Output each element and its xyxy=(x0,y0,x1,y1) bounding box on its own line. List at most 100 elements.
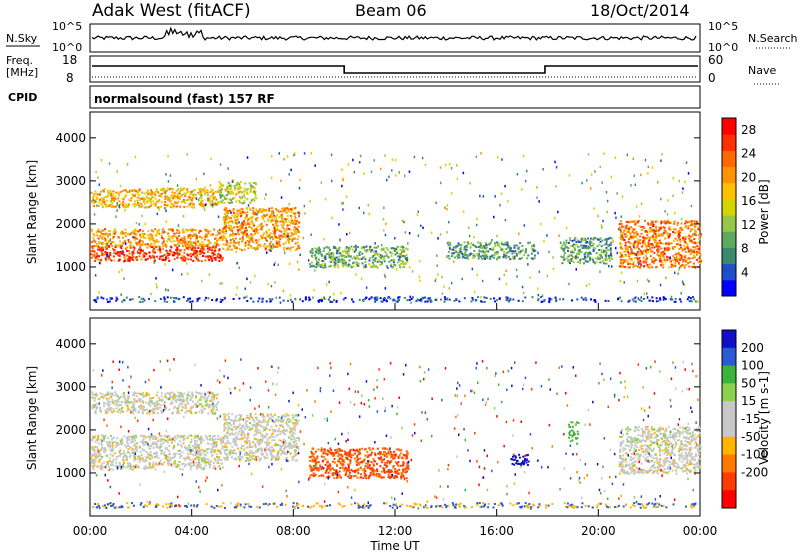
range-gate-cell xyxy=(698,245,701,248)
range-gate-cell xyxy=(192,259,195,262)
range-gate-cell xyxy=(238,199,240,202)
range-gate-cell xyxy=(167,257,170,260)
range-gate-cell xyxy=(293,222,296,225)
range-gate-cell xyxy=(139,408,142,411)
range-gate-cell xyxy=(487,250,490,253)
range-gate-cell xyxy=(134,238,137,241)
range-gate-cell xyxy=(624,244,627,247)
range-gate-cell xyxy=(454,249,457,252)
ground-cell xyxy=(309,298,312,301)
range-gate-cell xyxy=(693,238,696,241)
noise-cell xyxy=(204,186,206,189)
range-gate-cell xyxy=(446,255,449,258)
noise-cell xyxy=(417,210,419,213)
range-gate-cell xyxy=(183,248,186,251)
range-gate-cell xyxy=(231,232,234,235)
range-gate-cell xyxy=(234,246,237,249)
range-gate-cell xyxy=(286,224,289,227)
noise-cell xyxy=(238,187,241,191)
range-gate-cell xyxy=(194,435,197,438)
range-gate-cell xyxy=(237,242,240,244)
range-gate-cell xyxy=(258,208,261,211)
range-gate-cell xyxy=(344,263,347,265)
range-gate-cell xyxy=(327,246,330,249)
range-gate-cell xyxy=(93,205,96,208)
range-gate-cell xyxy=(195,391,198,394)
noise-cell xyxy=(198,198,200,202)
range-gate-cell xyxy=(121,442,124,445)
range-gate-cell xyxy=(269,247,272,250)
range-gate-cell xyxy=(298,247,301,249)
range-gate-cell xyxy=(183,231,186,233)
ground-cell xyxy=(330,300,333,303)
range-gate-cell xyxy=(226,198,228,201)
ground-cell xyxy=(232,298,235,300)
range-gate-cell xyxy=(223,208,226,211)
range-gate-cell xyxy=(244,244,247,247)
range-gate-cell xyxy=(220,459,223,461)
noise-cell xyxy=(207,249,209,252)
range-gate-cell xyxy=(295,220,298,223)
range-gate-cell xyxy=(694,232,697,234)
noise-cell xyxy=(225,188,227,191)
ground-cell xyxy=(109,297,112,300)
range-gate-cell xyxy=(116,468,119,471)
range-gate-cell xyxy=(204,259,207,262)
range-gate-cell xyxy=(334,258,336,261)
range-gate-cell xyxy=(623,259,626,262)
range-gate-cell xyxy=(123,452,126,455)
range-gate-cell xyxy=(186,198,189,201)
range-gate-cell xyxy=(198,203,201,206)
range-gate-cell xyxy=(287,209,290,211)
range-gate-cell xyxy=(626,230,629,233)
noise-cell xyxy=(408,265,411,269)
range-gate-cell xyxy=(272,214,275,217)
range-gate-cell xyxy=(240,249,243,252)
range-gate-cell xyxy=(207,412,210,415)
range-gate-cell xyxy=(356,257,359,260)
range-gate-cell xyxy=(250,233,253,236)
noise-cell xyxy=(568,282,570,286)
range-gate-cell xyxy=(633,236,636,239)
range-gate-cell xyxy=(147,192,150,195)
range-gate-cell xyxy=(228,197,231,200)
range-gate-cell xyxy=(656,220,659,223)
ground-cell xyxy=(659,298,662,301)
range-gate-cell xyxy=(283,227,286,230)
range-gate-cell xyxy=(152,239,155,242)
range-gate-cell xyxy=(691,223,694,226)
range-gate-cell xyxy=(234,213,237,216)
range-gate-cell xyxy=(457,254,460,256)
range-gate-cell xyxy=(631,230,634,233)
ground-cell xyxy=(142,297,145,300)
range-gate-cell xyxy=(599,257,601,260)
range-gate-cell xyxy=(131,251,134,254)
noise-cell xyxy=(601,181,603,184)
noise-cell xyxy=(165,209,167,212)
range-gate-cell xyxy=(90,191,93,194)
range-gate-cell xyxy=(271,238,274,241)
range-gate-cell xyxy=(91,458,94,461)
range-gate-cell xyxy=(271,247,274,250)
noise-cell xyxy=(283,251,286,255)
noise-cell xyxy=(594,170,596,173)
range-gate-cell xyxy=(208,434,211,437)
range-gate-cell xyxy=(330,256,333,259)
range-gate-cell xyxy=(311,248,314,251)
range-gate-cell xyxy=(496,251,499,254)
range-gate-cell xyxy=(332,252,335,255)
range-gate-cell xyxy=(202,189,205,192)
range-gate-cell xyxy=(236,181,239,184)
range-gate-cell xyxy=(627,240,630,243)
range-gate-cell xyxy=(652,232,655,235)
range-gate-cell xyxy=(229,245,232,248)
range-gate-cell xyxy=(136,230,139,233)
range-gate-cell xyxy=(609,236,612,239)
range-gate-cell xyxy=(641,251,644,253)
noise-cell xyxy=(267,282,269,286)
range-gate-cell xyxy=(664,222,667,225)
range-gate-cell xyxy=(227,188,229,191)
range-gate-cell xyxy=(218,248,221,251)
range-gate-cell xyxy=(251,239,254,242)
range-gate-cell xyxy=(135,447,138,450)
